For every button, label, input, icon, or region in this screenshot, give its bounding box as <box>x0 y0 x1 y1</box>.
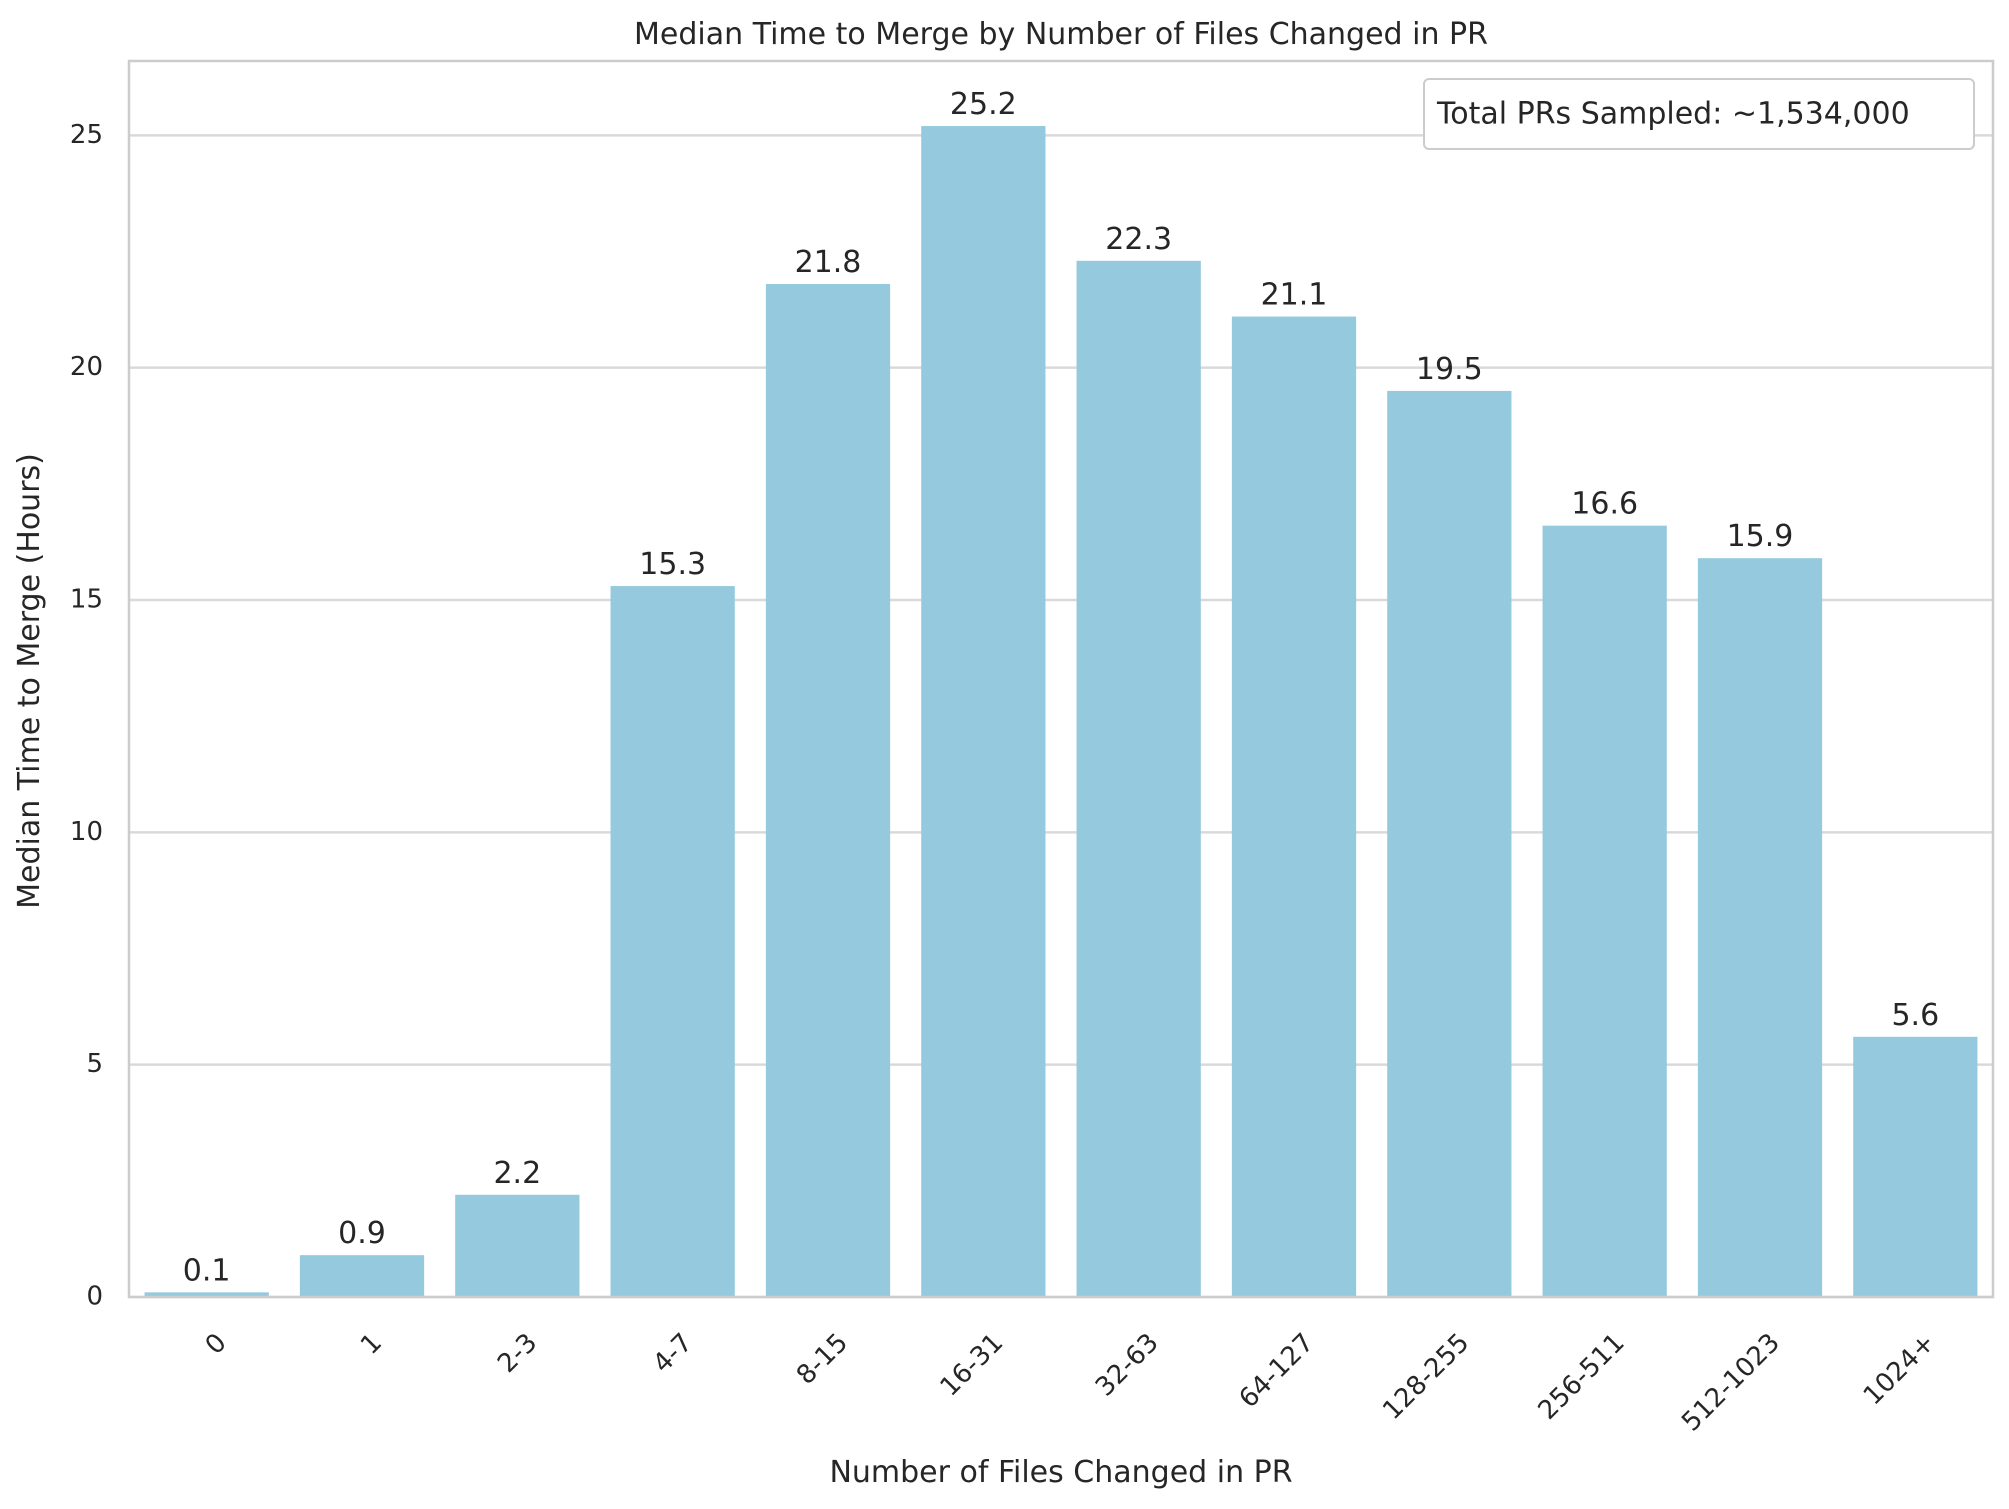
legend-box <box>1423 78 1975 150</box>
bars <box>144 126 1978 1298</box>
legend: Total PRs Sampled: ~1,534,000 <box>1423 78 1975 150</box>
bar-1 <box>299 1255 425 1297</box>
bar-1024+ <box>1853 1036 1978 1297</box>
bar-value-label: 21.1 <box>1261 278 1328 313</box>
bar-value-label: 5.6 <box>1891 998 1939 1033</box>
x-axis-label: Number of Files Changed in PR <box>829 1455 1292 1490</box>
bar-512-1023 <box>1697 558 1823 1297</box>
bar-value-label: 16.6 <box>1571 487 1638 522</box>
bar-16-31 <box>921 126 1046 1298</box>
bar-value-label: 25.2 <box>950 87 1017 122</box>
chart-title: Median Time to Merge by Number of Files … <box>634 17 1488 52</box>
y-axis-ticks: 0 5 10 15 20 25 <box>70 120 103 1312</box>
bar-value-label: 22.3 <box>1105 222 1172 257</box>
bar-value-label: 0.9 <box>338 1216 386 1251</box>
y-axis-label: Median Time to Merge (Hours) <box>12 453 47 909</box>
y-tick-label: 20 <box>70 352 103 382</box>
y-tick-label: 10 <box>70 817 103 847</box>
bar-value-label: 15.9 <box>1727 519 1794 554</box>
bar-value-labels: 0.1 0.9 2.2 15.3 21.8 25.2 22.3 21.1 19.5 16.6 15.… <box>183 87 1939 1288</box>
plot-area: 0.1 0.9 2.2 15.3 21.8 25.2 22.3 21.1 19.5 16.6 15.… <box>127 59 1995 1299</box>
legend-text: Total PRs Sampled: ~1,534,000 <box>1436 97 1910 132</box>
bar-64-127 <box>1231 316 1357 1297</box>
bar-value-label: 21.8 <box>795 245 862 280</box>
plot-frame <box>127 59 1995 1299</box>
bar-0 <box>144 1292 269 1297</box>
bar-256-511 <box>1542 525 1667 1297</box>
bar-2-3 <box>455 1194 580 1297</box>
bar-value-label: 19.5 <box>1416 352 1483 387</box>
y-tick-label: 0 <box>86 1282 103 1312</box>
y-tick-label: 25 <box>70 120 103 150</box>
bar-value-label: 15.3 <box>639 547 706 582</box>
bar-32-63 <box>1076 260 1201 1298</box>
y-tick-label: 15 <box>70 585 103 615</box>
bar-128-255 <box>1387 390 1512 1297</box>
bar-4-7 <box>610 586 735 1297</box>
y-tick-label: 5 <box>86 1049 103 1079</box>
bar-value-label: 2.2 <box>493 1156 541 1191</box>
bar-value-label: 0.1 <box>183 1253 231 1288</box>
bar-8-15 <box>765 284 891 1297</box>
